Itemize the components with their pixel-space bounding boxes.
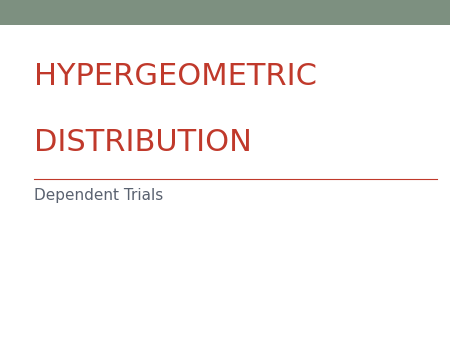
Text: HYPERGEOMETRIC: HYPERGEOMETRIC: [34, 62, 317, 91]
Bar: [0, 0, 450, 25]
Text: DISTRIBUTION: DISTRIBUTION: [34, 128, 252, 157]
Text: Dependent Trials: Dependent Trials: [34, 188, 163, 203]
